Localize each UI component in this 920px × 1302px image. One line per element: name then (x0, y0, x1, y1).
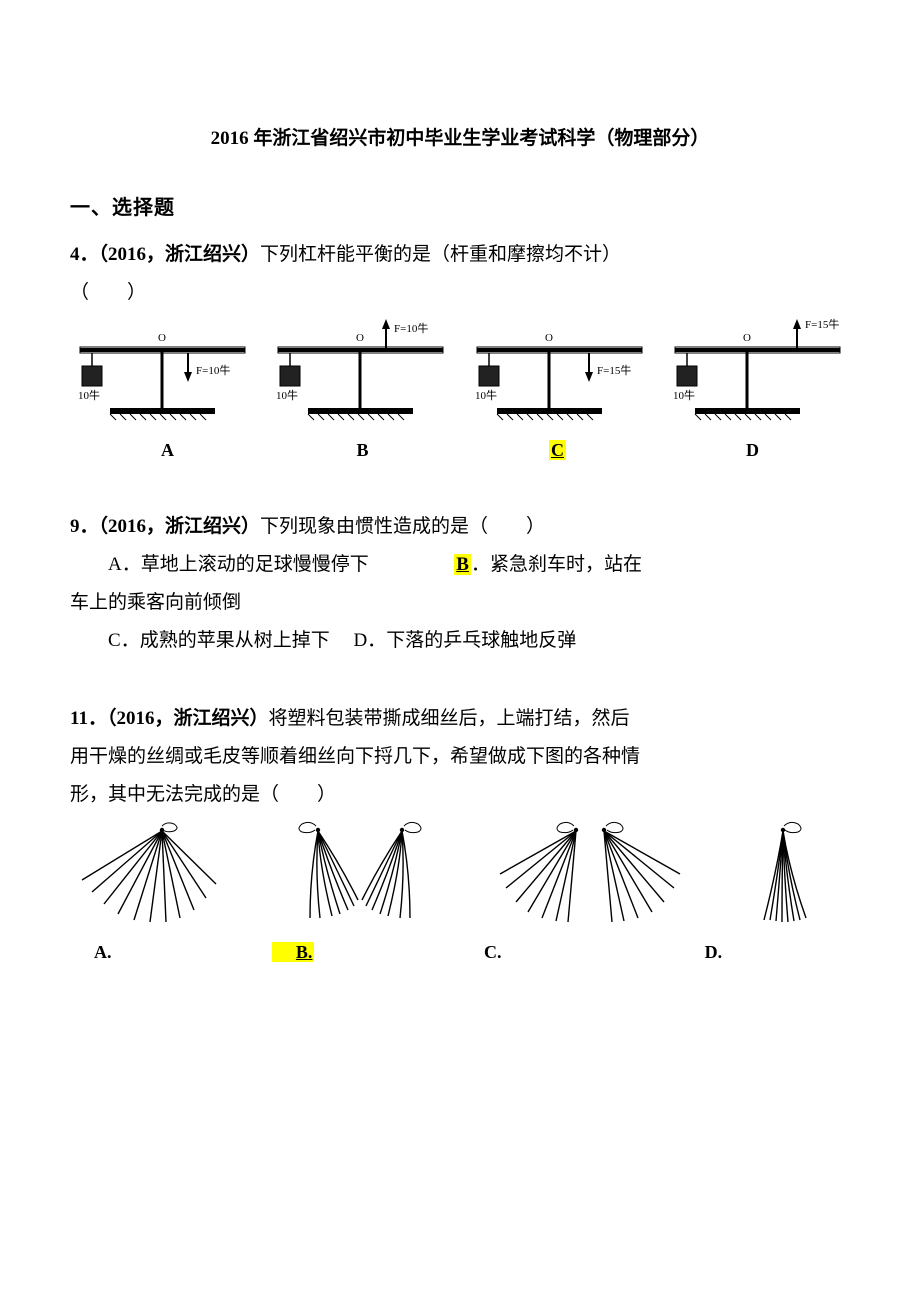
weight-label: 10牛 (78, 388, 100, 402)
q11-tag: （2016，浙江绍兴） (107, 708, 269, 729)
q11-opt-b: B. (248, 934, 460, 970)
q11-text-2: 用干燥的丝绸或毛皮等顺着细丝向下捋几下，希望做成下图的各种情 (70, 738, 850, 776)
question-11: 11．（2016，浙江绍兴）将塑料包装带撕成细丝后，上端打结，然后 用干燥的丝绸… (70, 700, 850, 970)
tassel-diagram-b (260, 818, 460, 928)
pivot-label: O (545, 332, 553, 344)
q4-tag: （2016，浙江绍兴） (99, 244, 261, 265)
force-label: F=10牛 (196, 363, 230, 377)
q11-answer: B. (272, 942, 315, 962)
force-label: F=10牛 (394, 321, 428, 335)
q11-option-labels: A. B. C. D. (70, 934, 850, 970)
q4-paren: （ ） (70, 274, 850, 312)
q4-body: 下列杠杆能平衡的是（杆重和摩擦均不计） (260, 244, 621, 265)
section-header: 一、选择题 (70, 188, 850, 228)
q9-opt-c-lbl: C． (108, 630, 140, 651)
weight-label: 10牛 (673, 388, 695, 402)
q4-number: 4． (70, 244, 99, 265)
q4-option-labels: A B C D (70, 432, 850, 468)
q11-opt-c: C. (460, 934, 681, 970)
q4-opt-b: B (265, 432, 460, 468)
q9-opt-a-lbl: A． (108, 554, 141, 575)
lever-diagram-c: O 10牛 F=15牛 (467, 316, 652, 426)
q9-number: 9． (70, 516, 99, 537)
q9-line-ab: A．草地上滚动的足球慢慢停下 B．紧急刹车时，站在 (70, 546, 850, 584)
q9-opt-c: 成熟的苹果从树上掉下 (140, 630, 330, 651)
tassel-diagram-d (720, 818, 850, 928)
q9-body: 下列现象由惯性造成的是（ ） (260, 516, 545, 537)
q11-body1: 将塑料包装带撕成细丝后，上端打结，然后 (268, 708, 629, 729)
q4-answer: C (549, 440, 566, 460)
q9-opt-d-lbl: D． (353, 630, 386, 651)
question-9: 9．（2016，浙江绍兴）下列现象由惯性造成的是（ ） A．草地上滚动的足球慢慢… (70, 508, 850, 660)
q4-opt-d: D (655, 432, 850, 468)
q9-opt-d: 下落的乒乓球触地反弹 (386, 630, 576, 651)
weight-label: 10牛 (475, 388, 497, 402)
tassel-diagram-a (70, 818, 230, 928)
q9-line-cd: C．成熟的苹果从树上掉下 D．下落的乒乓球触地反弹 (70, 622, 850, 660)
force-label: F=15牛 (805, 317, 839, 331)
lever-diagram-d: F=15牛 O 10牛 (665, 316, 850, 426)
lever-diagram-a: O 10牛 F=10牛 (70, 316, 255, 426)
q9-text: 9．（2016，浙江绍兴）下列现象由惯性造成的是（ ） (70, 508, 850, 546)
q4-opt-c: C (460, 432, 655, 468)
q9-answer: B (454, 554, 471, 575)
tassel-diagram-c (490, 818, 690, 928)
lever-diagram-b: O F=10牛 10牛 (268, 316, 453, 426)
q4-text: 4．（2016，浙江绍兴）下列杠杆能平衡的是（杆重和摩擦均不计） (70, 236, 850, 274)
q9-opt-b: 紧急刹车时，站在 (490, 554, 642, 575)
q9-opt-a: 草地上滚动的足球慢慢停下 (141, 554, 369, 575)
q9-opt-b-dot: ． (471, 554, 490, 575)
question-4: 4．（2016，浙江绍兴）下列杠杆能平衡的是（杆重和摩擦均不计） （ ） O 1… (70, 236, 850, 468)
force-label: F=15牛 (597, 363, 631, 377)
q9-line-b-cont: 车上的乘客向前倾倒 (70, 584, 850, 622)
q11-text-3: 形，其中无法完成的是（ ） (70, 776, 850, 814)
q11-number: 11． (70, 708, 107, 729)
q11-opt-d: D. (681, 934, 850, 970)
page-title: 2016 年浙江省绍兴市初中毕业生学业考试科学（物理部分） (70, 120, 850, 158)
pivot-label: O (158, 332, 166, 344)
q9-tag: （2016，浙江绍兴） (99, 516, 261, 537)
weight-label: 10牛 (276, 388, 298, 402)
q11-text-1: 11．（2016，浙江绍兴）将塑料包装带撕成细丝后，上端打结，然后 (70, 700, 850, 738)
q4-opt-a: A (70, 432, 265, 468)
q4-diagram-row: O 10牛 F=10牛 O F=10牛 (70, 316, 850, 426)
pivot-label: O (356, 332, 364, 344)
q11-opt-a: A. (70, 934, 248, 970)
q11-diagram-row (70, 818, 850, 928)
pivot-label: O (743, 332, 751, 344)
